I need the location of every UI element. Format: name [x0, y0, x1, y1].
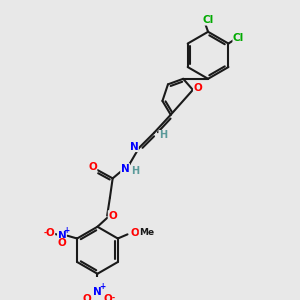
Text: O: O [103, 294, 112, 300]
Text: O: O [46, 228, 55, 238]
Text: +: + [63, 226, 69, 235]
Text: O: O [194, 83, 202, 94]
Text: Cl: Cl [202, 15, 214, 25]
Text: N: N [93, 287, 102, 297]
Text: -: - [112, 294, 115, 300]
Text: Me: Me [139, 229, 154, 238]
Text: H: H [159, 130, 167, 140]
Text: N: N [121, 164, 130, 174]
Text: H: H [131, 167, 140, 176]
Text: N: N [58, 231, 66, 241]
Text: N: N [130, 142, 138, 152]
Text: O: O [82, 294, 91, 300]
Text: O: O [58, 238, 66, 248]
Text: +: + [99, 282, 105, 291]
Text: O: O [108, 211, 117, 221]
Text: O: O [88, 162, 97, 172]
Text: -: - [43, 229, 46, 238]
Text: O: O [130, 228, 139, 238]
Text: Cl: Cl [233, 33, 244, 43]
